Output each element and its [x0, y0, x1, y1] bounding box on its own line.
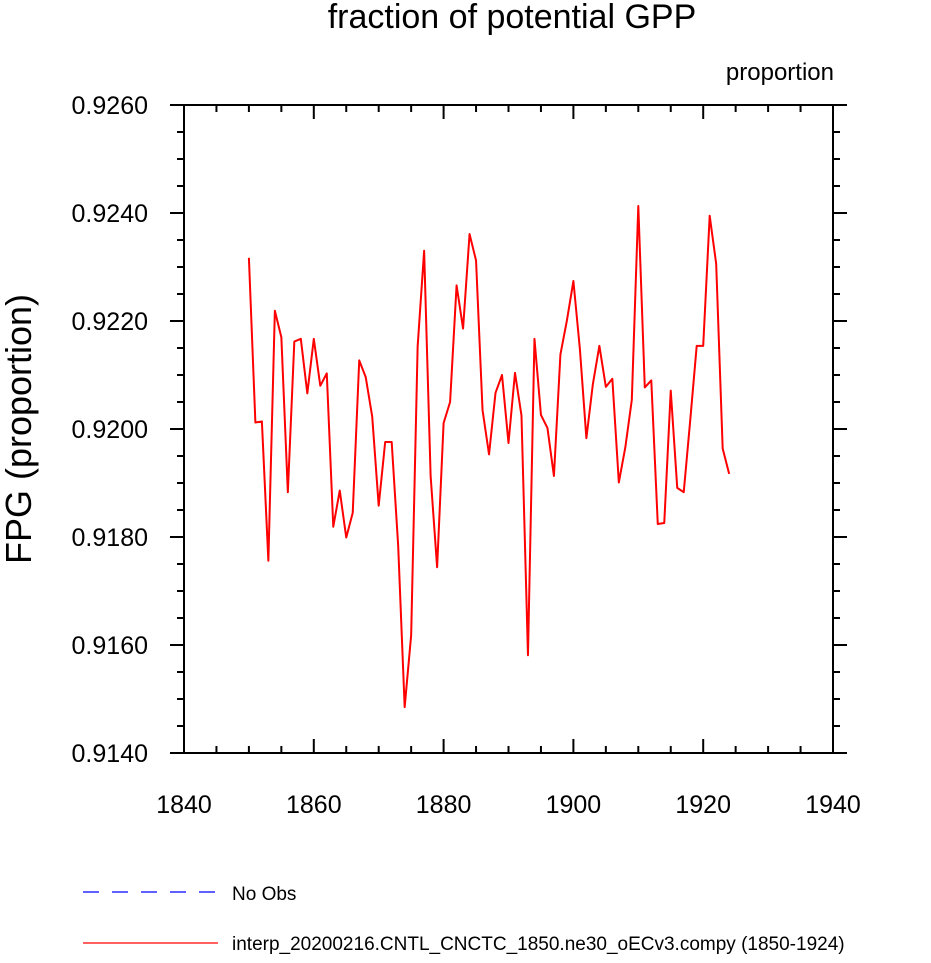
y-tick-label: 0.9240	[72, 200, 148, 228]
legend-label-no-obs: No Obs	[232, 884, 296, 905]
units-label: proportion	[726, 59, 834, 86]
legend: No Obs interp_20200216.CNTL_CNCTC_1850.n…	[83, 884, 845, 955]
y-tick-label: 0.9200	[72, 416, 148, 444]
plot-frame	[183, 104, 834, 754]
x-tick-label: 1920	[675, 791, 731, 819]
legend-label-model: interp_20200216.CNTL_CNCTC_1850.ne30_oEC…	[232, 934, 845, 955]
x-tick-label: 1880	[416, 791, 472, 819]
chart-title: fraction of potential GPP	[328, 0, 697, 36]
series-line	[247, 204, 731, 709]
x-tick-label: 1940	[805, 791, 861, 819]
y-axis-label: FPG (proportion)	[0, 294, 39, 564]
y-tick-label: 0.9180	[72, 524, 148, 552]
axis-ticks	[170, 104, 847, 754]
plot-border	[183, 104, 834, 754]
series-layer	[247, 204, 731, 709]
x-tick-labels: 1840 1860 1880 1900 1920 1940	[156, 791, 861, 819]
y-tick-labels: 0.9140 0.9160 0.9180 0.9200 0.9220 0.9240 0.92…	[72, 92, 148, 768]
x-tick-label: 1900	[546, 791, 602, 819]
y-tick-label: 0.9220	[72, 308, 148, 336]
y-tick-label: 0.9140	[72, 740, 148, 768]
x-tick-label: 1860	[286, 791, 342, 819]
y-tick-label: 0.9260	[72, 92, 148, 120]
x-tick-label: 1840	[156, 791, 212, 819]
y-tick-label: 0.9160	[72, 632, 148, 660]
